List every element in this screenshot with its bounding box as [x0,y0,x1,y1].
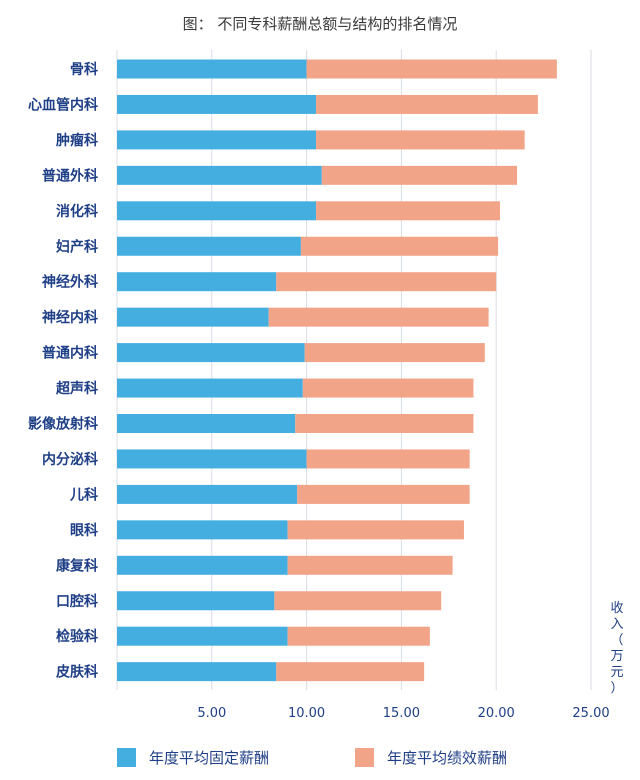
category-labels: 骨科心血管内科肿瘤科普通外科消化科妇产科神经外科神经内科普通内科超声科影像放射科… [28,61,98,681]
chart-title: 图： 不同专科薪酬总额与结构的排名情况 [183,15,458,33]
bar-fixed-salary [117,449,307,469]
bar-performance-salary [276,662,425,682]
bar-performance-salary [316,201,500,221]
category-label: 康复科 [56,557,98,574]
legend-label: 年度平均绩效薪酬 [387,749,507,767]
x-tick-label: 5.00 [197,706,226,721]
bar-fixed-salary [117,201,317,221]
bar-fixed-salary [117,484,298,504]
category-label: 神经内科 [42,309,98,326]
bar-fixed-salary [117,236,301,256]
bar-fixed-salary [117,520,288,540]
bar-fixed-salary [117,272,277,292]
bar-fixed-salary [117,59,307,79]
bar-fixed-salary [117,591,275,611]
bar-fixed-salary [117,343,305,363]
bar-fixed-salary [117,165,322,185]
category-label: 消化科 [56,203,98,220]
bar-performance-salary [287,520,464,540]
x-tick-label: 25.00 [572,706,609,721]
legend-swatch [355,748,374,767]
category-label: 皮肤科 [55,664,98,681]
bar-fixed-salary [117,130,317,150]
bar-fixed-salary [117,94,317,114]
grid-layer [116,50,592,690]
bar-performance-salary [302,378,474,398]
bar-fixed-salary [117,555,288,575]
category-label: 口腔科 [56,593,98,610]
bar-performance-salary [295,414,474,433]
category-label: 内分泌科 [42,451,98,468]
bar-fixed-salary [117,626,288,646]
category-label: 普通内科 [42,345,98,362]
x-tick-label: 20.00 [478,706,515,721]
credit-watermark: 头条@上流 [536,749,606,766]
category-label: 影像放射科 [28,416,98,433]
bar-performance-salary [304,343,485,363]
category-label: 心血管内科 [28,96,98,113]
bar-fixed-salary [117,414,296,433]
legend-label: 年度平均固定薪酬 [149,749,269,767]
category-label: 骨科 [70,61,98,78]
bar-performance-salary [321,165,518,185]
bar-fixed-salary [117,307,269,327]
bars-layer [117,59,557,682]
bar-fixed-salary [117,662,277,682]
bar-performance-salary [274,591,442,611]
bar-performance-salary [300,236,499,256]
bar-performance-salary [306,59,557,79]
bar-performance-salary [306,449,470,469]
bar-performance-salary [287,555,453,575]
bar-performance-salary [316,94,538,114]
x-tick-label: 10.00 [288,706,325,721]
bar-performance-salary [297,484,470,504]
bar-fixed-salary [117,378,303,398]
x-tick-label: 15.00 [383,706,420,721]
x-axis-unit-label: 收入（万元） [610,601,623,696]
legend: 年度平均固定薪酬 年度平均绩效薪酬 [117,748,507,767]
x-tick-labels: 5.00 10.00 15.00 20.00 25.00 [197,706,609,721]
bar-performance-salary [268,307,489,327]
bar-performance-salary [276,272,497,292]
category-label: 眼科 [70,522,98,539]
bar-performance-salary [287,626,430,646]
category-label: 肿瘤科 [56,132,98,149]
category-label: 妇产科 [55,238,98,255]
category-label: 超声科 [55,380,98,397]
legend-swatch [117,748,136,767]
category-label: 儿科 [69,486,98,503]
bar-performance-salary [316,130,525,150]
x-axis-label: 收入（万元） [610,601,623,696]
category-label: 普通外科 [42,167,98,184]
category-label: 神经外科 [42,274,98,291]
category-label: 检验科 [56,628,98,645]
